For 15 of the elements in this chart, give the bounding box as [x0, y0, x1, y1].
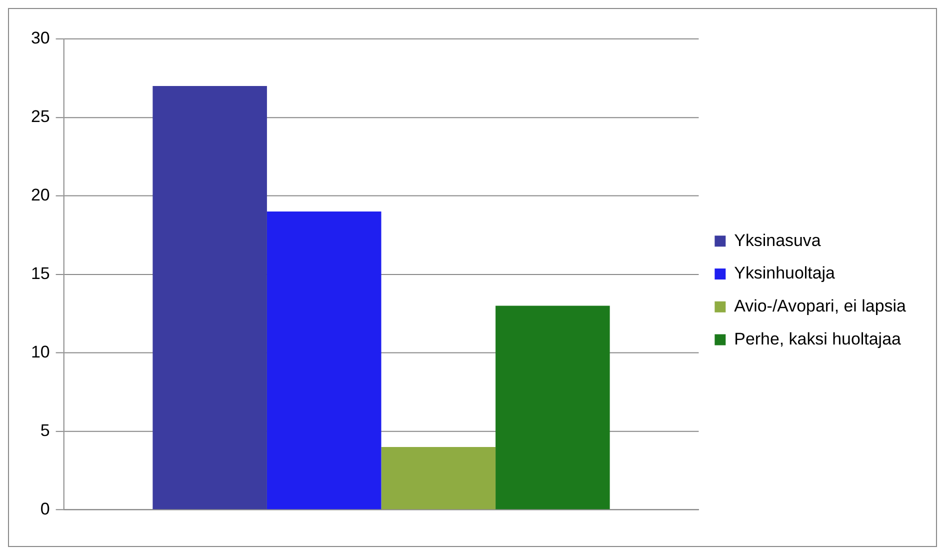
legend-label: Avio-/Avopari, ei lapsia: [734, 296, 907, 316]
legend-label: Yksinhuoltaja: [734, 264, 836, 283]
y-tick-label: 30: [30, 28, 50, 48]
y-tick-label: 15: [30, 264, 50, 283]
legend-label: Perhe, kaksi huoltajaa: [734, 329, 902, 348]
y-tick-label: 20: [30, 186, 50, 205]
y-tick-label: 10: [30, 342, 50, 362]
bar: [152, 86, 267, 510]
bar: [381, 446, 496, 510]
bar: [266, 212, 382, 510]
y-tick-label: 5: [40, 420, 50, 440]
bar: [496, 306, 610, 510]
y-tick-label: 25: [30, 107, 50, 126]
y-tick-label: 0: [40, 499, 50, 518]
legend-label: Yksinasuva: [734, 230, 822, 250]
